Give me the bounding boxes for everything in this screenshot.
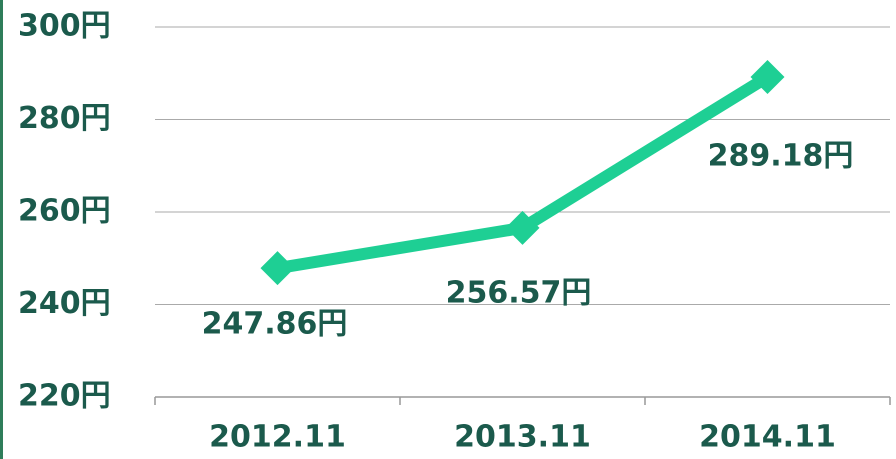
marker bbox=[260, 251, 295, 286]
y-tick-label: 280円 bbox=[18, 101, 111, 136]
y-tick-label: 220円 bbox=[18, 379, 111, 414]
y-tick-label: 300円 bbox=[18, 9, 111, 44]
data-label: 289.18円 bbox=[708, 139, 854, 174]
y-tick-label: 260円 bbox=[18, 194, 111, 229]
marker bbox=[505, 210, 540, 245]
marker bbox=[750, 60, 785, 95]
left-border bbox=[0, 0, 3, 459]
y-tick-label: 240円 bbox=[18, 286, 111, 321]
data-label: 256.57円 bbox=[446, 275, 592, 310]
x-tick-label: 2012.11 bbox=[209, 420, 346, 455]
x-tick-label: 2013.11 bbox=[454, 420, 591, 455]
data-label: 247.86円 bbox=[202, 307, 348, 342]
x-tick-label: 2014.11 bbox=[699, 420, 836, 455]
